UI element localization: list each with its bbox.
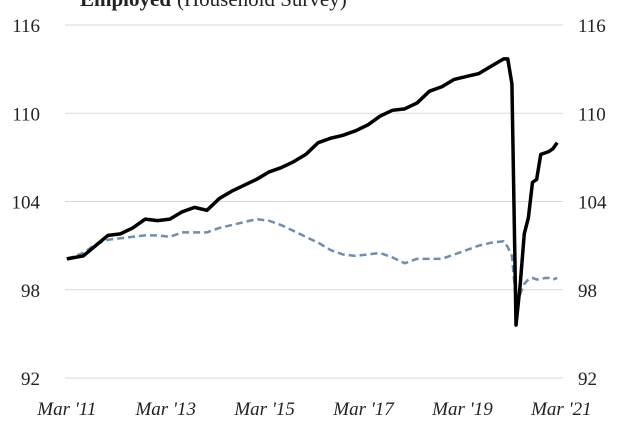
x-tick-label: Mar '21 [530, 399, 592, 420]
y-tick-label: 92 [21, 369, 40, 390]
y2-tick-label: 116 [578, 16, 606, 37]
x-tick-label: Mar '17 [332, 399, 395, 420]
x-tick-label: Mar '11 [36, 399, 96, 420]
y-tick-label: 116 [12, 16, 40, 37]
subtitle: (Household Survey) [177, 0, 347, 11]
y-tick-label: 98 [21, 281, 40, 302]
y-tick-label: 110 [12, 104, 40, 125]
y2-tick-label: 98 [578, 281, 597, 302]
y2-tick-label: 110 [578, 104, 606, 125]
y-tick-label: 104 [12, 193, 41, 214]
chart-title: Employed (Household Survey) [80, 0, 347, 11]
x-tick-label: Mar '19 [431, 399, 493, 420]
y2-tick-label: 92 [578, 369, 597, 390]
data-line [66, 217, 558, 303]
data-line [66, 57, 559, 327]
y2-tick-label: 104 [578, 193, 607, 214]
x-tick-label: Mar '13 [134, 399, 196, 420]
title: Employed [80, 0, 171, 11]
x-tick-label: Mar '15 [233, 399, 295, 420]
